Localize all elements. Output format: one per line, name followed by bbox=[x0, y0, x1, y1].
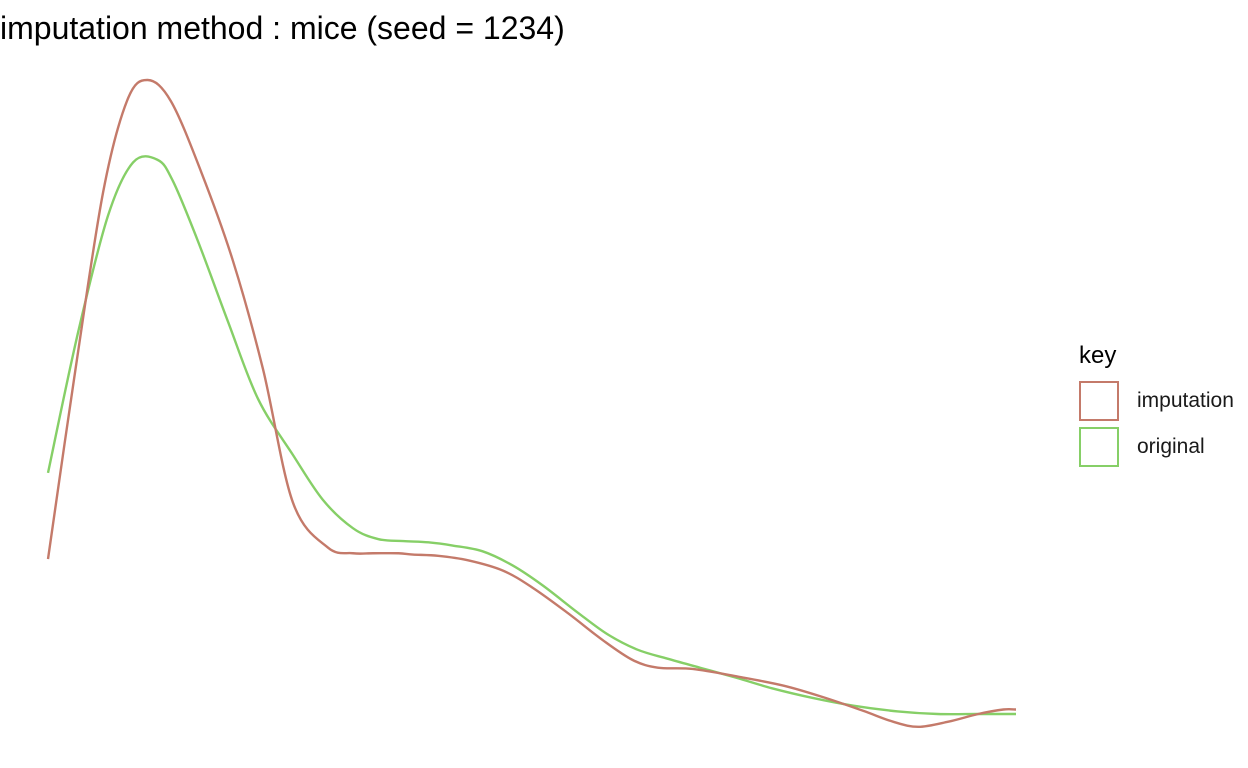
legend-key-imputation bbox=[1079, 381, 1119, 421]
chart-title: imputation method : mice (seed = 1234) bbox=[0, 10, 565, 46]
legend-label-imputation: imputation bbox=[1137, 389, 1234, 412]
legend-label-original: original bbox=[1137, 435, 1205, 458]
series-line-original bbox=[46, 155, 1016, 716]
legend-key-original bbox=[1079, 427, 1119, 467]
legend-title: key bbox=[1079, 342, 1117, 369]
legend-item-imputation: imputation bbox=[1079, 378, 1248, 424]
legend-item-original: original bbox=[1079, 424, 1248, 470]
legend: key imputation original bbox=[1079, 338, 1248, 470]
series-line-imputation bbox=[46, 78, 1017, 729]
